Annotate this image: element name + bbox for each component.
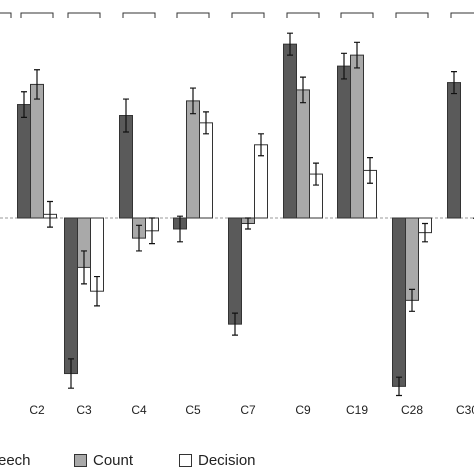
legend-label-decision: Decision — [198, 452, 256, 469]
significance-bracket — [0, 12, 12, 18]
bar-count — [30, 83, 44, 219]
error-bar — [354, 41, 360, 69]
category-label: C5 — [185, 403, 201, 417]
error-bar — [123, 98, 129, 133]
error-bar — [245, 217, 251, 230]
significance-bracket — [450, 12, 474, 18]
error-bar — [203, 111, 209, 135]
bars-group — [17, 43, 474, 387]
significance-bracket — [286, 12, 320, 18]
error-bar — [34, 69, 40, 100]
error-bar — [451, 71, 457, 95]
error-bar — [136, 224, 142, 252]
error-bar — [94, 275, 100, 307]
bar-speech — [447, 82, 461, 219]
significance-brackets — [0, 12, 474, 18]
bar-count — [186, 100, 200, 219]
error-bar — [409, 288, 415, 312]
error-bar — [21, 91, 27, 118]
error-bar — [341, 52, 347, 80]
error-bar — [300, 76, 306, 104]
significance-bracket — [122, 12, 156, 18]
bar-count — [350, 54, 364, 219]
significance-bracket — [231, 12, 265, 18]
legend-swatch-decision — [179, 454, 192, 467]
error-bar — [367, 157, 373, 184]
significance-bracket — [20, 12, 54, 18]
error-bar — [177, 215, 183, 243]
category-label: C3 — [76, 403, 92, 417]
bar-speech — [17, 104, 31, 219]
error-bar — [287, 32, 293, 56]
error-bar — [313, 162, 319, 186]
category-label: C30 — [456, 403, 474, 417]
error-bar — [396, 376, 402, 397]
bar-speech — [392, 217, 406, 387]
error-bars-group — [21, 32, 457, 397]
error-bar — [68, 358, 74, 389]
legend: eech Count Decision — [0, 452, 474, 474]
category-label: C19 — [346, 403, 368, 417]
bar-count — [296, 89, 310, 219]
category-label: C9 — [295, 403, 311, 417]
significance-bracket — [176, 12, 210, 18]
legend-label-count: Count — [93, 452, 134, 469]
legend-item-speech: eech — [0, 452, 31, 469]
category-label: C2 — [29, 403, 45, 417]
legend-swatch-count — [74, 454, 87, 467]
category-labels: C2 C3 C4 C5 C7 C9 C19 C28 C30 — [29, 403, 474, 417]
error-bar — [149, 217, 155, 245]
bar-chart: C2 C3 C4 C5 C7 C9 C19 C28 C30 — [0, 12, 474, 417]
legend-item-count: Count — [74, 452, 133, 469]
bar-decision — [199, 122, 213, 219]
significance-bracket — [340, 12, 374, 18]
error-bar — [232, 312, 238, 336]
bar-speech — [228, 217, 242, 325]
significance-bracket — [395, 12, 429, 18]
error-bar — [81, 250, 87, 285]
category-label: C4 — [131, 403, 147, 417]
legend-item-decision: Decision — [179, 452, 256, 469]
category-label: C28 — [401, 403, 423, 417]
error-bar — [422, 222, 428, 243]
bar-speech — [64, 217, 78, 375]
significance-bracket — [67, 12, 101, 18]
error-bar — [190, 87, 196, 115]
error-bar — [258, 133, 264, 157]
bar-speech — [283, 43, 297, 219]
legend-label-speech: eech — [0, 452, 31, 469]
bar-speech — [337, 65, 351, 219]
bar-count — [405, 217, 419, 301]
error-bar — [47, 200, 53, 228]
category-label: C7 — [240, 403, 256, 417]
